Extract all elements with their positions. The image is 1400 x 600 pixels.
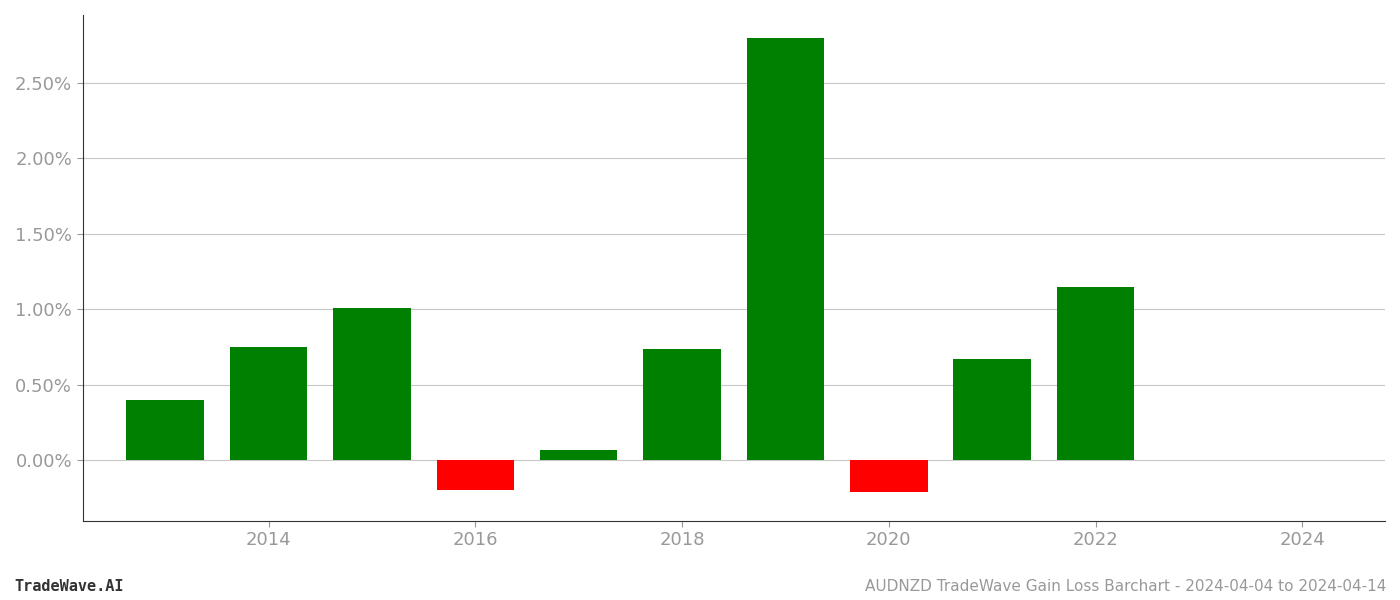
- Bar: [953, 359, 1030, 460]
- Bar: [230, 347, 308, 460]
- Text: TradeWave.AI: TradeWave.AI: [14, 579, 123, 594]
- Bar: [437, 460, 514, 490]
- Bar: [850, 460, 928, 492]
- Bar: [746, 38, 825, 460]
- Bar: [644, 349, 721, 460]
- Bar: [540, 449, 617, 460]
- Bar: [333, 308, 410, 460]
- Bar: [1057, 287, 1134, 460]
- Bar: [126, 400, 204, 460]
- Text: AUDNZD TradeWave Gain Loss Barchart - 2024-04-04 to 2024-04-14: AUDNZD TradeWave Gain Loss Barchart - 20…: [865, 579, 1386, 594]
